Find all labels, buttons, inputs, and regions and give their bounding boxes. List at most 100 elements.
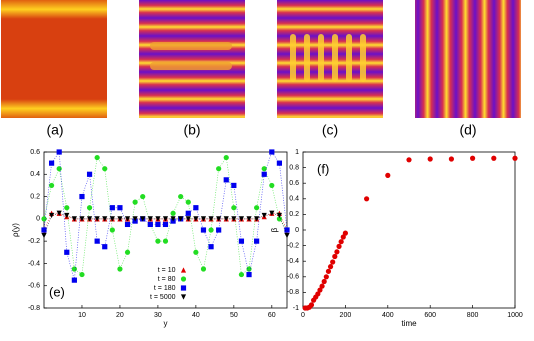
- marker: [223, 154, 229, 161]
- y-tick-label: -0.2: [28, 238, 40, 245]
- marker: [86, 205, 93, 211]
- y-tick-label: 0.2: [30, 193, 40, 200]
- marker: [246, 266, 252, 272]
- marker: [185, 210, 191, 216]
- marker: [334, 249, 340, 255]
- marker: [178, 193, 184, 200]
- panel-label: (d): [459, 122, 476, 138]
- y-tick-label: -1: [293, 305, 299, 312]
- y-axis-label: β: [270, 227, 279, 232]
- marker: [117, 205, 123, 211]
- x-tick-label: 600: [424, 312, 436, 319]
- marker: [124, 249, 131, 255]
- marker: [315, 291, 321, 297]
- image-b: [139, 0, 245, 118]
- y-tick-label: 0.6: [30, 149, 40, 156]
- marker: [170, 216, 176, 222]
- x-tick-label: 0: [301, 312, 305, 319]
- legend-label: t = 80: [158, 276, 176, 283]
- marker: [41, 232, 47, 239]
- y-tick-label: -0.2: [287, 242, 299, 249]
- marker: [56, 149, 62, 155]
- panel-label: (b): [183, 122, 200, 138]
- marker: [254, 216, 260, 222]
- marker: [340, 234, 346, 240]
- marker: [48, 212, 55, 219]
- marker: [71, 277, 77, 283]
- series-line: [43, 212, 288, 231]
- marker: [193, 216, 199, 222]
- x-tick-label: 40: [192, 312, 200, 319]
- series-line: [43, 150, 288, 281]
- marker: [162, 221, 169, 228]
- y-tick-label: -0.6: [28, 283, 40, 290]
- marker: [64, 205, 70, 211]
- legend-label: t = 180: [154, 285, 176, 292]
- marker: [193, 249, 199, 255]
- marker: [238, 238, 245, 244]
- marker: [71, 216, 77, 222]
- marker: [223, 216, 229, 222]
- marker: [185, 199, 191, 205]
- y-axis-label: ρ(y): [11, 223, 20, 237]
- legend-label: t = 5000: [150, 294, 176, 301]
- marker: [470, 155, 476, 161]
- marker: [132, 199, 138, 205]
- y-tick-label: -0.8: [287, 289, 299, 296]
- marker: [276, 212, 283, 219]
- marker: [109, 227, 115, 233]
- marker: [147, 216, 153, 222]
- y-tick-label: 0: [295, 227, 299, 234]
- marker: [327, 264, 334, 270]
- y-tick-label: 0.4: [289, 196, 299, 203]
- marker: [79, 216, 85, 222]
- legend-marker: [180, 267, 187, 273]
- marker: [276, 160, 283, 166]
- marker: [336, 243, 342, 249]
- marker: [231, 182, 237, 189]
- marker: [238, 216, 245, 222]
- marker: [448, 156, 454, 162]
- marker: [94, 216, 100, 222]
- marker: [124, 221, 131, 228]
- marker: [41, 227, 47, 233]
- image-c-rolls: [290, 34, 366, 82]
- marker: [48, 160, 55, 166]
- x-tick-label: 800: [467, 312, 479, 319]
- marker: [254, 238, 260, 244]
- marker: [56, 166, 62, 172]
- y-tick-label: 0.8: [289, 164, 299, 171]
- marker: [208, 227, 214, 233]
- legend-marker: [180, 276, 187, 282]
- marker: [94, 154, 100, 161]
- marker: [200, 216, 207, 222]
- y-tick-label: 0.4: [30, 171, 40, 178]
- marker: [71, 266, 77, 272]
- marker: [342, 230, 348, 236]
- marker: [208, 216, 214, 222]
- x-tick-label: 200: [340, 312, 352, 319]
- marker: [86, 216, 93, 222]
- x-axis-label: y: [164, 319, 168, 328]
- marker: [216, 166, 222, 172]
- marker: [200, 266, 207, 272]
- x-tick-label: 10: [78, 312, 86, 319]
- marker: [109, 216, 115, 222]
- legend-label: t = 10: [158, 267, 176, 274]
- marker: [48, 182, 55, 189]
- marker: [155, 216, 161, 222]
- marker: [102, 244, 108, 250]
- marker: [512, 155, 518, 161]
- marker: [330, 259, 336, 265]
- marker: [261, 166, 267, 172]
- marker: [223, 177, 229, 183]
- y-tick-label: -0.4: [287, 258, 299, 265]
- marker: [216, 216, 222, 222]
- marker: [109, 205, 115, 211]
- marker: [170, 210, 176, 216]
- marker: [338, 239, 344, 245]
- marker: [216, 227, 222, 233]
- marker: [364, 196, 370, 202]
- marker: [193, 205, 199, 211]
- marker: [140, 216, 146, 222]
